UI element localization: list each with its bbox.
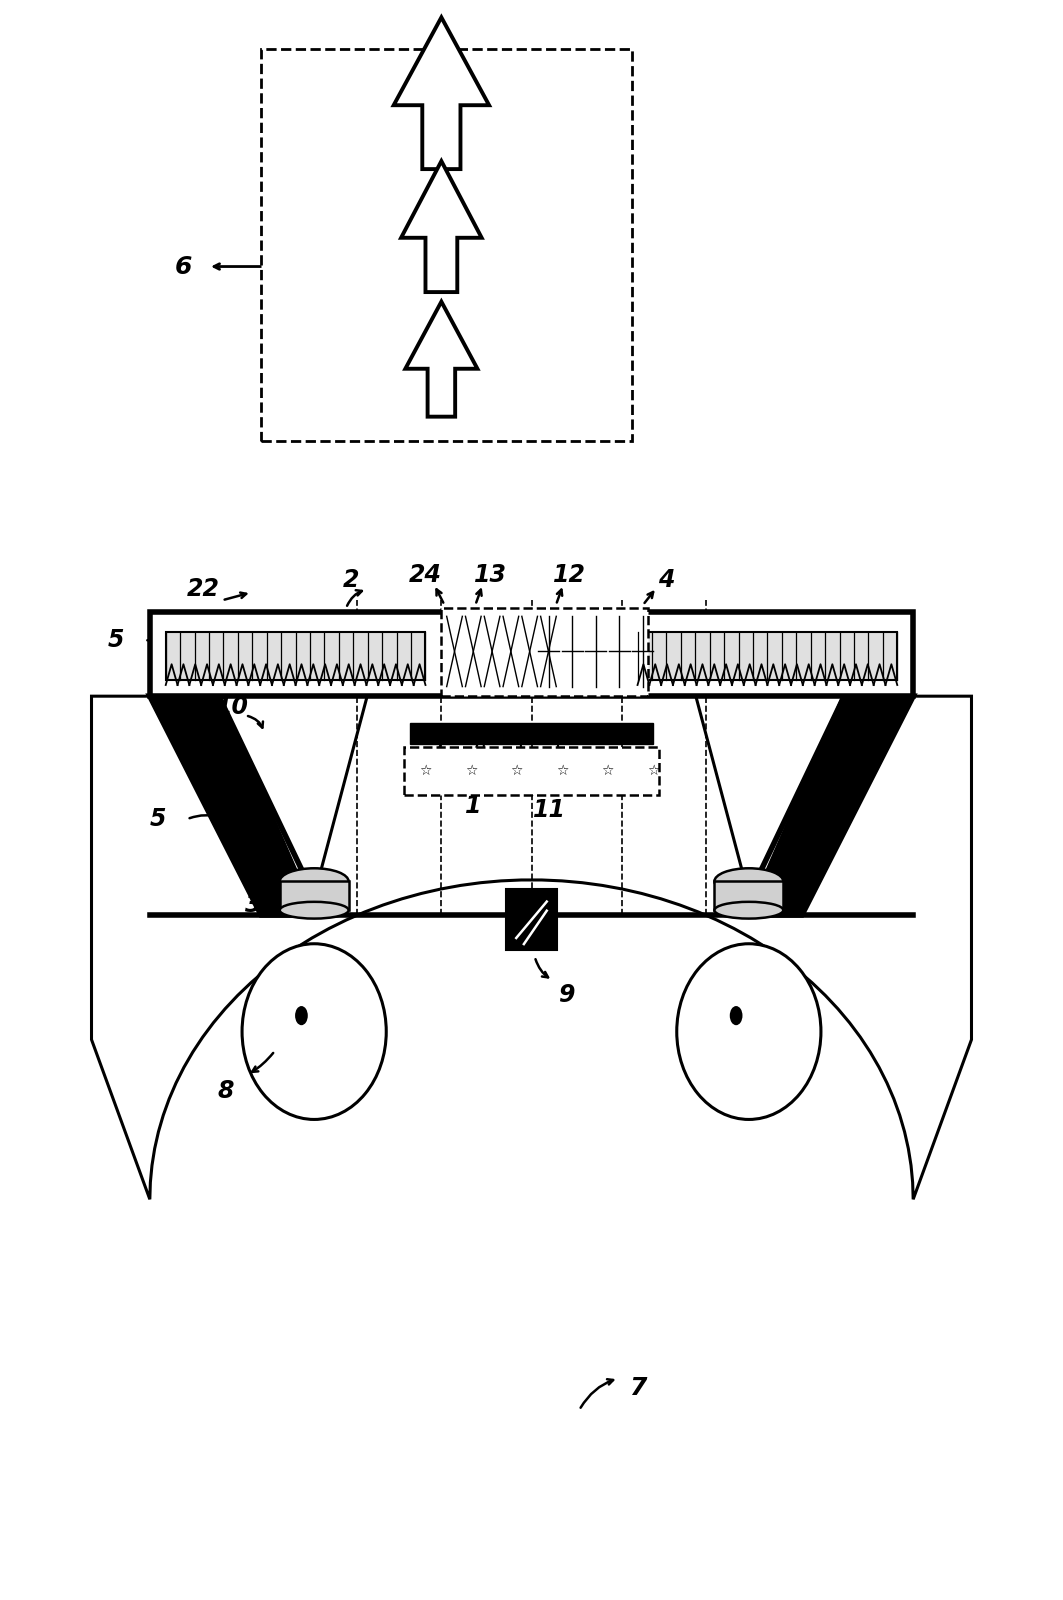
Polygon shape [401, 162, 482, 293]
Bar [166, 632, 425, 680]
Ellipse shape [280, 869, 349, 894]
Ellipse shape [242, 944, 386, 1120]
Text: 2: 2 [343, 568, 359, 592]
Bar [638, 632, 897, 680]
Circle shape [730, 1006, 742, 1026]
Text: 5: 5 [107, 629, 124, 653]
Text: 4: 4 [658, 568, 674, 592]
Ellipse shape [714, 869, 783, 894]
Bar [409, 723, 654, 744]
Text: 22: 22 [186, 578, 219, 602]
Polygon shape [91, 696, 972, 1200]
Text: 12: 12 [553, 563, 586, 587]
Circle shape [296, 1006, 308, 1026]
Text: 7: 7 [629, 1376, 646, 1400]
Text: 9: 9 [558, 982, 575, 1006]
Text: 8: 8 [218, 1078, 235, 1102]
Polygon shape [405, 302, 477, 416]
Text: 13: 13 [474, 563, 507, 587]
Bar [714, 882, 783, 910]
Text: ☆: ☆ [419, 765, 432, 778]
Bar [404, 747, 659, 795]
Ellipse shape [280, 902, 349, 918]
Text: ☆: ☆ [556, 765, 569, 778]
Bar [280, 882, 349, 910]
Text: 10: 10 [216, 696, 249, 720]
Text: ☆: ☆ [602, 765, 614, 778]
Bar [506, 890, 557, 950]
Text: 5: 5 [150, 806, 167, 830]
Text: 1: 1 [465, 794, 482, 818]
Bar [441, 608, 648, 696]
Text: 24: 24 [409, 563, 442, 587]
Ellipse shape [714, 902, 783, 918]
Text: 62: 62 [547, 254, 583, 278]
Text: 61: 61 [547, 133, 583, 157]
Text: 63: 63 [547, 382, 583, 406]
Text: 6: 6 [175, 254, 192, 278]
Text: ☆: ☆ [465, 765, 477, 778]
Ellipse shape [677, 944, 821, 1120]
Text: ☆: ☆ [647, 765, 660, 778]
Text: 3: 3 [246, 893, 261, 917]
Text: ☆: ☆ [510, 765, 523, 778]
Polygon shape [748, 696, 913, 915]
Text: 11: 11 [533, 797, 566, 821]
Bar [261, 50, 632, 440]
Polygon shape [150, 696, 315, 915]
Polygon shape [393, 18, 489, 170]
Bar [150, 611, 913, 696]
